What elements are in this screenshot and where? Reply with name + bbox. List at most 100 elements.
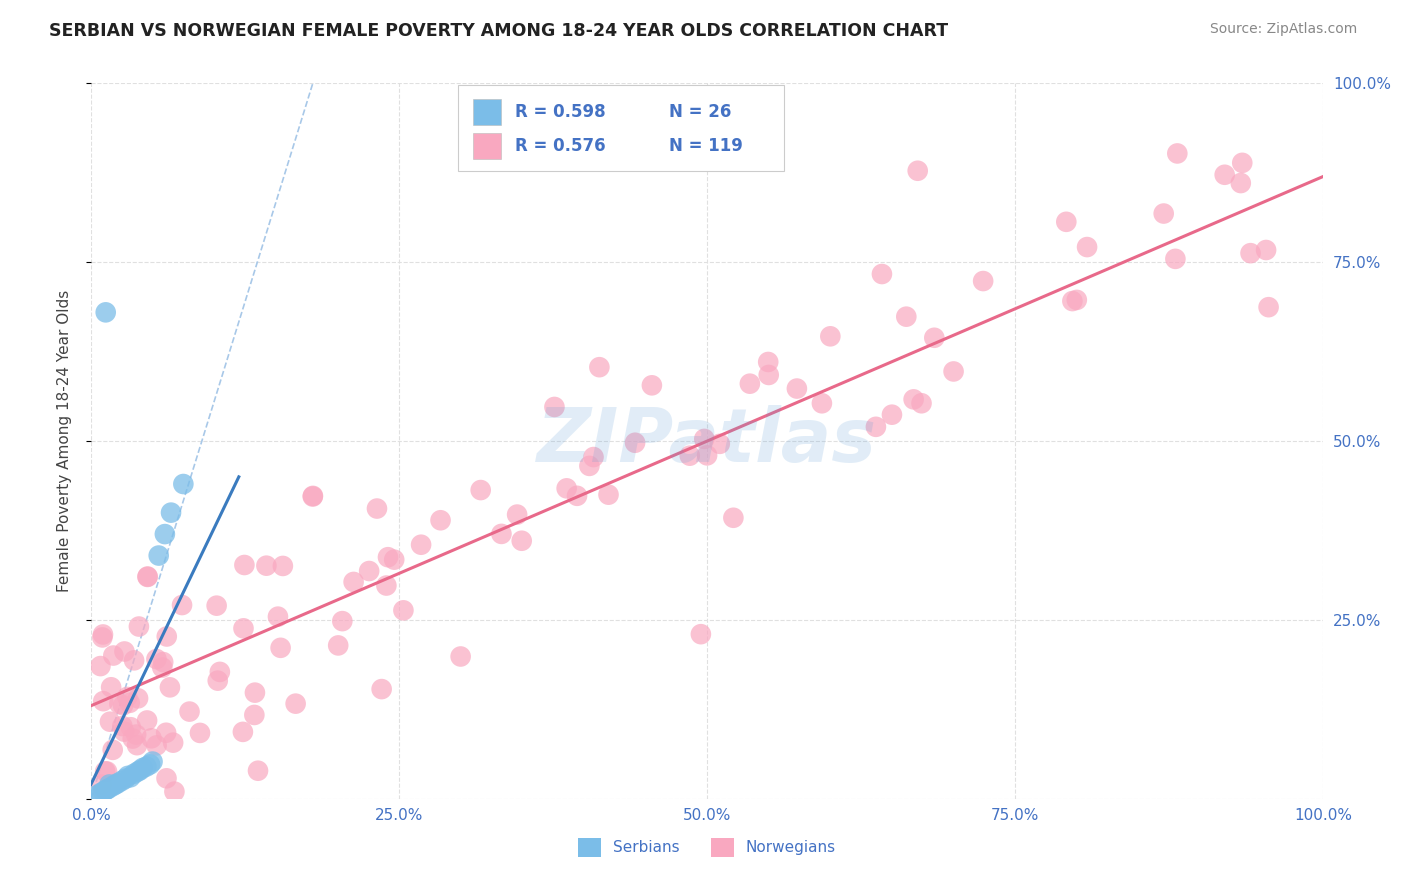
Point <box>359 564 381 578</box>
Point <box>723 510 745 524</box>
Point <box>450 649 472 664</box>
Point <box>94 305 117 319</box>
Point <box>131 761 153 775</box>
Point <box>429 513 451 527</box>
Point <box>786 382 808 396</box>
Point <box>392 603 415 617</box>
Point <box>903 392 925 407</box>
Point <box>125 738 148 752</box>
Y-axis label: Female Poverty Among 18-24 Year Olds: Female Poverty Among 18-24 Year Olds <box>58 290 72 592</box>
Point <box>179 705 201 719</box>
Point <box>679 449 702 463</box>
Point <box>108 697 131 711</box>
Point <box>207 673 229 688</box>
Point <box>159 681 181 695</box>
Point <box>135 759 157 773</box>
Point <box>141 755 163 769</box>
Point <box>1232 156 1254 170</box>
Point <box>865 419 887 434</box>
Point <box>86 788 108 802</box>
Point <box>693 432 716 446</box>
Point <box>696 448 718 462</box>
Point <box>153 527 176 541</box>
Point <box>136 570 159 584</box>
Point <box>330 614 353 628</box>
Point <box>152 655 174 669</box>
Point <box>270 640 292 655</box>
Point <box>160 506 183 520</box>
Point <box>90 786 112 800</box>
Point <box>98 714 121 729</box>
Point <box>120 770 142 784</box>
Point <box>128 619 150 633</box>
Point <box>111 773 134 788</box>
Point <box>122 766 145 780</box>
Point <box>188 726 211 740</box>
Point <box>90 777 112 791</box>
Point <box>1062 294 1084 309</box>
Point <box>506 508 529 522</box>
Point <box>125 728 148 742</box>
Point <box>491 527 513 541</box>
Point <box>1166 146 1188 161</box>
Point <box>121 731 143 746</box>
Legend: Serbians, Norwegians: Serbians, Norwegians <box>572 831 842 863</box>
Point <box>271 558 294 573</box>
Point <box>870 267 893 281</box>
Point <box>377 550 399 565</box>
Text: N = 26: N = 26 <box>669 103 731 120</box>
Point <box>91 784 114 798</box>
Point <box>756 355 779 369</box>
Point <box>1153 206 1175 220</box>
Point <box>709 437 731 451</box>
Point <box>145 739 167 753</box>
Point <box>598 488 620 502</box>
Point <box>370 682 392 697</box>
Point <box>1054 215 1077 229</box>
Point <box>91 631 114 645</box>
Point <box>155 772 177 786</box>
Point <box>163 784 186 798</box>
Text: SERBIAN VS NORWEGIAN FEMALE POVERTY AMONG 18-24 YEAR OLDS CORRELATION CHART: SERBIAN VS NORWEGIAN FEMALE POVERTY AMON… <box>49 22 948 40</box>
Point <box>1066 293 1088 307</box>
Point <box>907 163 929 178</box>
Point <box>243 686 266 700</box>
Point <box>1239 246 1261 260</box>
Point <box>302 489 325 503</box>
Point <box>112 698 135 713</box>
Point <box>91 627 114 641</box>
Point <box>208 665 231 679</box>
Text: Source: ZipAtlas.com: Source: ZipAtlas.com <box>1209 22 1357 37</box>
Point <box>94 764 117 779</box>
Point <box>820 329 842 343</box>
Point <box>129 763 152 777</box>
Point <box>758 368 780 382</box>
Point <box>115 690 138 704</box>
Point <box>243 708 266 723</box>
Point <box>122 653 145 667</box>
Point <box>232 621 254 635</box>
Point <box>114 644 136 658</box>
Point <box>205 599 228 613</box>
Point <box>139 757 162 772</box>
Point <box>136 569 159 583</box>
Point <box>588 360 610 375</box>
Point <box>120 720 142 734</box>
Point <box>98 777 121 791</box>
Point <box>94 783 117 797</box>
Point <box>267 609 290 624</box>
Point <box>104 777 127 791</box>
Point <box>91 694 114 708</box>
Text: ZIPatlas: ZIPatlas <box>537 405 877 477</box>
Point <box>409 538 432 552</box>
Point <box>156 630 179 644</box>
Point <box>233 558 256 572</box>
Point <box>811 396 834 410</box>
Point <box>578 458 600 473</box>
Point <box>136 714 159 728</box>
Point <box>150 660 173 674</box>
Point <box>162 736 184 750</box>
Point <box>1076 240 1098 254</box>
Point <box>555 481 578 495</box>
Text: N = 119: N = 119 <box>669 137 742 155</box>
